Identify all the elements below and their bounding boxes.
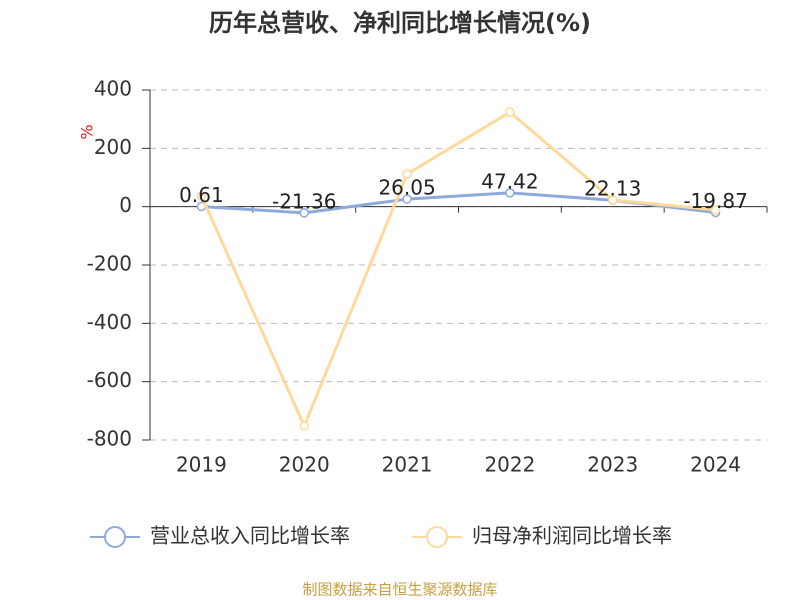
data-label: 26.05: [378, 176, 435, 200]
x-tick-label: 2023: [587, 453, 638, 477]
y-tick-label: 400: [94, 77, 132, 101]
data-point: [710, 205, 721, 215]
y-tick-label: -400: [87, 310, 132, 334]
legend-label: 营业总收入同比增长率: [150, 524, 350, 548]
source-note: 制图数据来自恒生聚源数据库: [302, 581, 497, 599]
data-point: [505, 107, 515, 117]
data-point: [299, 208, 309, 218]
y-axis-label: %: [78, 124, 97, 139]
data-point: [608, 195, 618, 205]
legend-marker: [426, 526, 448, 548]
y-tick-label: -200: [87, 252, 132, 276]
data-label: 22.13: [584, 177, 641, 201]
y-tick-label: 0: [119, 193, 132, 217]
data-point: [505, 188, 515, 198]
data-point: [402, 169, 412, 179]
data-label: 47.42: [481, 169, 538, 193]
x-tick-label: 2021: [382, 453, 433, 477]
legend-marker: [104, 526, 126, 548]
y-tick-label: 200: [94, 135, 132, 159]
x-tick-label: 2019: [176, 453, 227, 477]
data-label: 0.61: [179, 183, 224, 207]
data-point: [402, 194, 412, 204]
x-tick-label: 2022: [484, 453, 535, 477]
data-label: -21.36: [272, 189, 336, 213]
chart-title: 历年总营收、净利同比增长情况(%): [209, 9, 591, 37]
y-tick-label: -800: [87, 427, 132, 451]
data-point: [299, 421, 309, 431]
legend-label: 归母净利润同比增长率: [472, 524, 672, 548]
data-label: -19.87: [683, 189, 747, 213]
x-tick-label: 2020: [279, 453, 330, 477]
x-tick-label: 2024: [690, 453, 741, 477]
data-point: [196, 191, 207, 201]
series-line: [200, 110, 716, 430]
y-tick-label: -600: [87, 368, 132, 392]
